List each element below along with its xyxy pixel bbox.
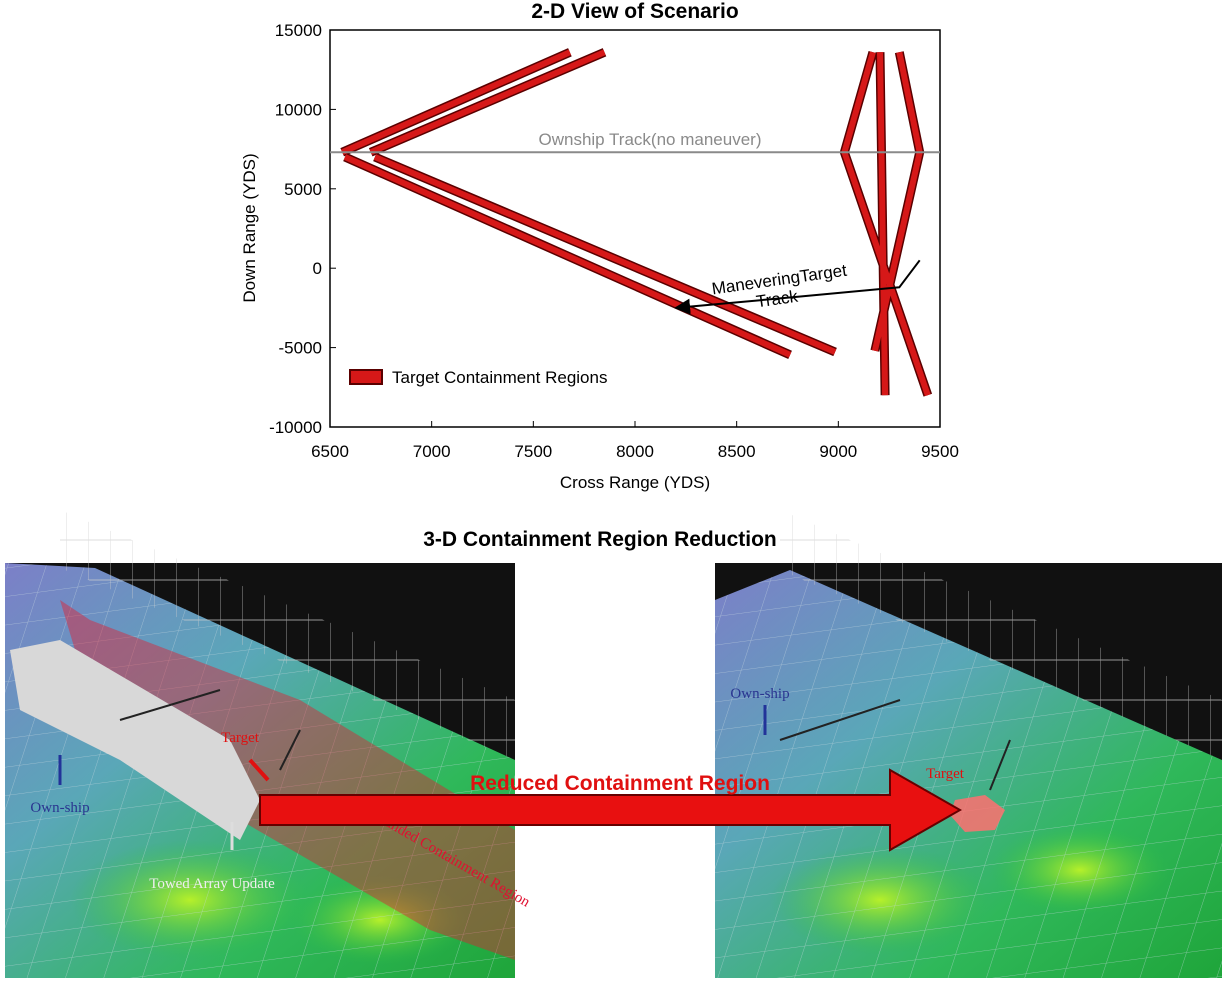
- ownship-label: Own-ship: [730, 686, 789, 702]
- grid-wall: [60, 510, 515, 760]
- x-tick-label: 8000: [616, 442, 654, 461]
- left-panel: Own-ship Target Towed Array Update Expan…: [5, 510, 533, 978]
- x-tick-label: 9500: [921, 442, 959, 461]
- right-panel: Own-ship Target: [715, 510, 1222, 978]
- x-tick-label: 9000: [819, 442, 857, 461]
- reduced-region: [950, 795, 1005, 832]
- chart: 2-D View of Scenario Cross Range (YDS) D…: [240, 0, 959, 492]
- x-tick-label: 8500: [718, 442, 756, 461]
- towed-array-region: [10, 640, 260, 840]
- region-outline: [340, 48, 933, 397]
- target-label: Target: [926, 766, 965, 782]
- y-tick-label: 15000: [275, 21, 322, 40]
- grid-wall: [780, 510, 1222, 760]
- legend-label: Target Containment Regions: [392, 368, 607, 387]
- track-line: [119, 689, 301, 771]
- x-tick-label: 6500: [311, 442, 349, 461]
- figure-title: 3-D Containment Region Reduction: [423, 528, 777, 551]
- y-tick-label: 10000: [275, 100, 322, 119]
- y-axis-label: Down Range (YDS): [240, 153, 259, 302]
- legend-swatch: [349, 369, 383, 385]
- target-label: Target: [221, 730, 260, 746]
- ownship-label: Ownship Track(no maneuver): [539, 130, 762, 149]
- expanded-region: [60, 600, 515, 960]
- y-tick-label: -5000: [279, 339, 322, 358]
- x-tick-label: 7500: [514, 442, 552, 461]
- ownship-label: Own-ship: [30, 800, 89, 816]
- x-axis-label: Cross Range (YDS): [560, 473, 710, 492]
- reduction-arrow: [259, 768, 963, 852]
- track-line: [779, 699, 1011, 791]
- y-tick-label: 0: [313, 259, 322, 278]
- arrow-label: Reduced Containment Region: [470, 772, 770, 795]
- containment-region: [340, 49, 931, 397]
- track: [674, 259, 921, 315]
- towed-array-label: Towed Array Update: [149, 876, 275, 892]
- y-tick-label: -10000: [269, 418, 322, 437]
- y-tick-label: 5000: [284, 180, 322, 199]
- x-tick-label: 7000: [413, 442, 451, 461]
- chart-title: 2-D View of Scenario: [531, 0, 738, 23]
- grid-overlay: [715, 570, 1222, 978]
- target-arrow: [248, 758, 270, 782]
- figure-3d: 3-D Containment Region Reduction Own-shi…: [5, 510, 1222, 978]
